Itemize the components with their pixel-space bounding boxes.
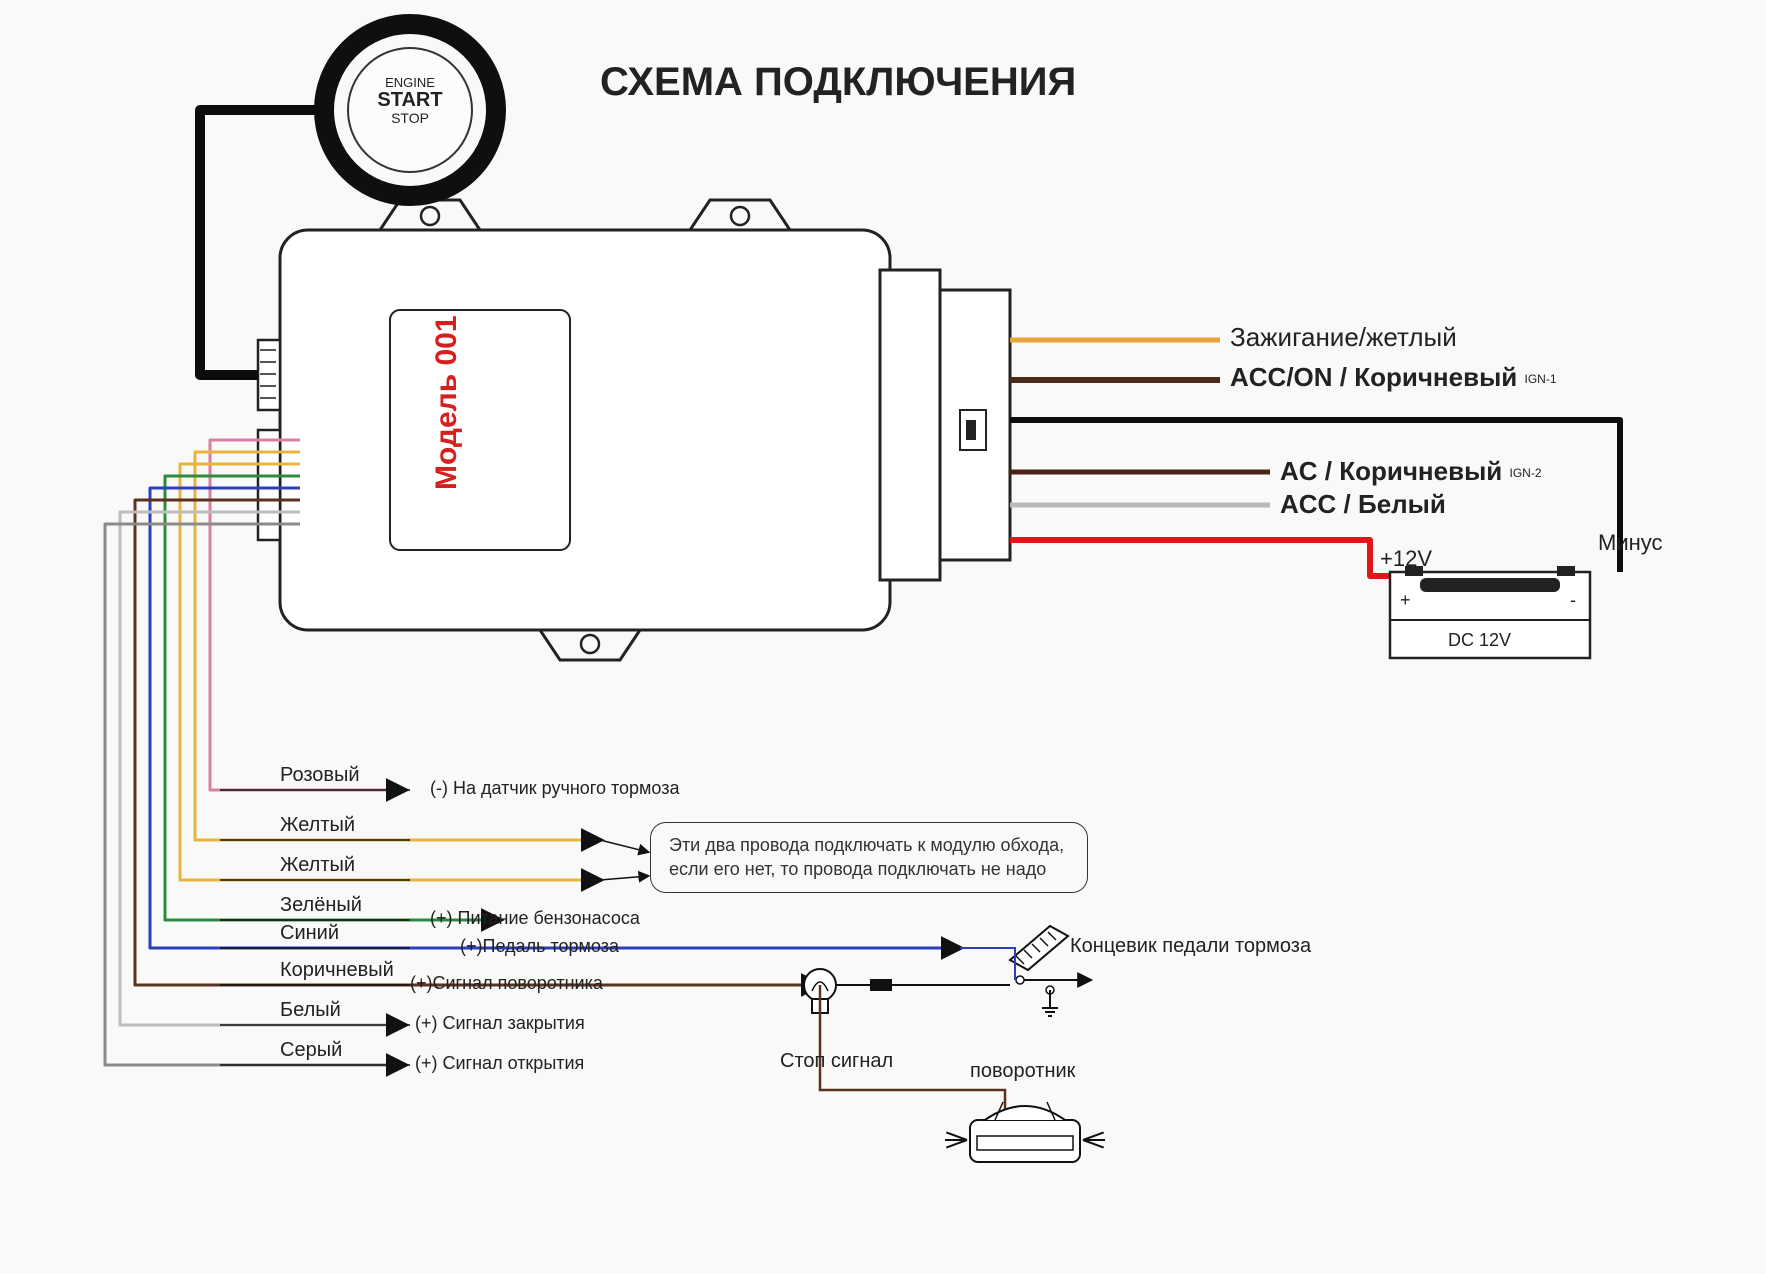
right-label-ac: AC / Коричневый IGN-2 xyxy=(1280,456,1542,487)
engine-button-text: ENGINE START STOP xyxy=(362,76,458,125)
left-wire-label-yellow1: Желтый xyxy=(280,814,355,837)
engine-button-line2: START xyxy=(362,90,458,111)
left-wire-label-grey: Серый xyxy=(280,1039,342,1062)
left-wire-label-blue: Синий xyxy=(280,922,339,945)
left-wire-desc-white: (+) Сигнал закрытия xyxy=(415,1013,585,1034)
right-label-accon-text: ACC/ON / Коричневый xyxy=(1230,362,1517,392)
right-label-accon-sub: IGN-1 xyxy=(1525,372,1557,386)
left-wire-label-green: Зелёный xyxy=(280,894,362,917)
right-label-ac-text: AC / Коричневый xyxy=(1280,456,1502,486)
left-wire-desc-blue: (+)Педаль тормоза xyxy=(460,936,619,957)
left-wire-desc-grey: (+) Сигнал открытия xyxy=(415,1053,584,1074)
bypass-note: Эти два провода подключать к модулю обхо… xyxy=(650,822,1088,893)
left-wire-desc-pink: (-) На датчик ручного тормоза xyxy=(430,778,680,799)
left-wire-label-brown: Коричневый xyxy=(280,959,394,982)
left-wire-desc-brown: (+)Сигнал поворотника xyxy=(410,973,603,994)
engine-button-line3: STOP xyxy=(362,111,458,126)
battery-plus12v-label: +12V xyxy=(1380,546,1432,572)
left-wire-desc-green: (+) Питание бензонасоса xyxy=(430,908,640,929)
engine-button-line1: ENGINE xyxy=(362,76,458,90)
left-wire-label-pink: Розовый xyxy=(280,764,360,787)
diagram-title: СХЕМА ПОДКЛЮЧЕНИЯ xyxy=(600,60,1076,105)
battery-dc-label: DC 12V xyxy=(1448,630,1511,651)
battery-minus-sign: - xyxy=(1570,590,1576,611)
right-label-acc: ACC / Белый xyxy=(1280,489,1446,520)
turn-signal-label: поворотник xyxy=(970,1060,1075,1083)
battery-minus-label: Минус xyxy=(1598,530,1663,556)
module-label: Модель 001 xyxy=(430,315,464,490)
right-label-ac-sub: IGN-2 xyxy=(1510,466,1542,480)
brake-switch-label: Концевик педали тормоза xyxy=(1070,935,1311,958)
battery-plus-sign: + xyxy=(1400,590,1411,611)
right-label-ignition: Зажигание/жетлый xyxy=(1230,322,1457,353)
left-wire-label-yellow2: Желтый xyxy=(280,854,355,877)
right-label-accon: ACC/ON / Коричневый IGN-1 xyxy=(1230,362,1557,393)
stop-signal-label: Стоп сигнал xyxy=(780,1050,893,1073)
left-wire-label-white: Белый xyxy=(280,999,341,1022)
